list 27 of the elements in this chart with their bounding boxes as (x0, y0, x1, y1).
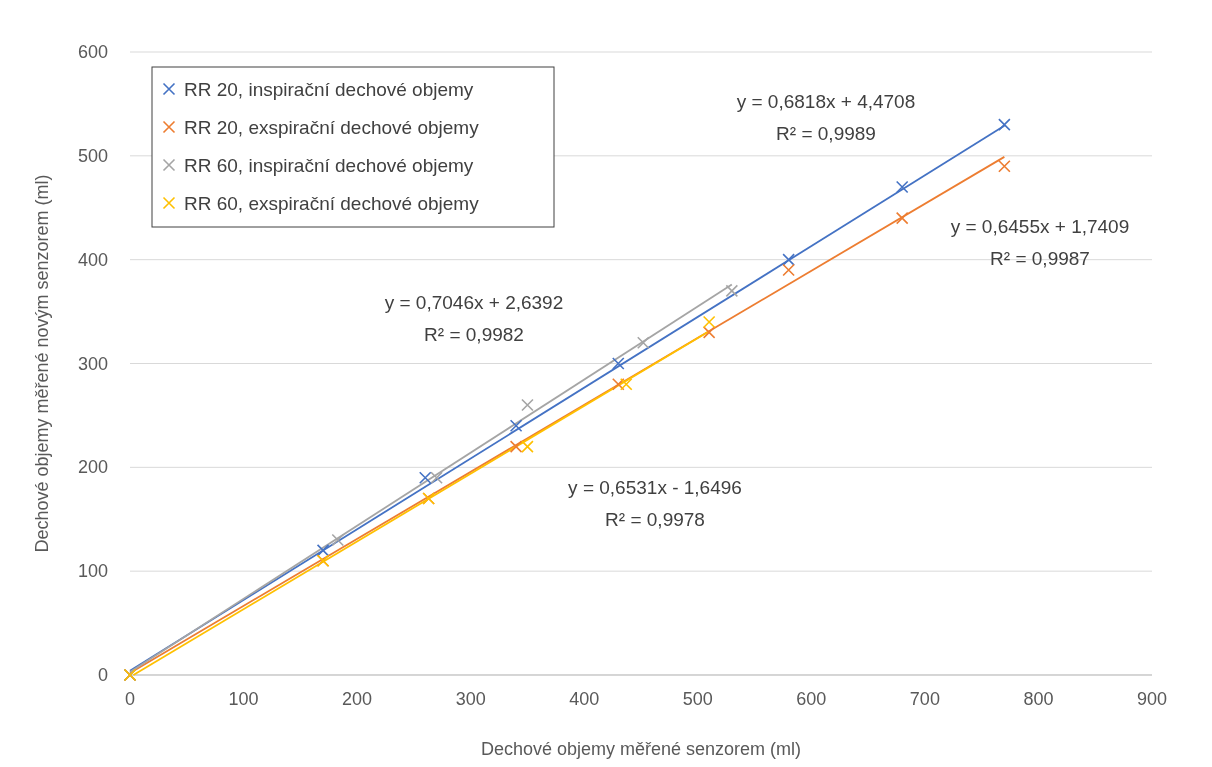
annotation: y = 0,7046x + 2,6392 R² = 0,9982 (384, 292, 564, 345)
x-tick-label: 0 (124, 689, 136, 709)
y-tick-label: 100 (77, 561, 108, 582)
legend-label: RR 20, inspirační dechové objemy (184, 79, 474, 100)
x-tick-label: 100 (228, 689, 259, 709)
y-tick-label: 200 (77, 457, 108, 478)
legend-label: RR 60, exspirační dechové objemy (184, 193, 480, 214)
annotation: y = 0,6818x + 4,4708 R² = 0,9989 (736, 91, 916, 144)
legend-label: RR 60, inspirační dechové objemy (184, 155, 474, 176)
x-axis-title: Dechové objemy měřené senzorem (ml) (480, 739, 802, 759)
x-tick-label: 500 (682, 689, 713, 709)
y-tick-label: 500 (77, 145, 108, 166)
annotation: y = 0,6531x - 1,6496 R² = 0,9978 (568, 477, 742, 530)
x-tick-label: 700 (909, 689, 940, 709)
x-tick-label: 400 (569, 689, 600, 709)
y-tick-label: 400 (77, 249, 108, 270)
x-tick-label: 300 (455, 689, 486, 709)
y-tick-label: 600 (77, 42, 108, 62)
y-tick-label: 0 (97, 665, 108, 685)
legend-label: RR 20, exspirační dechové objemy (184, 117, 480, 138)
x-tick-label: 600 (796, 689, 827, 709)
x-tick-label: 200 (342, 689, 373, 709)
x-tick-label: 900 (1136, 689, 1168, 709)
annotation: y = 0,6455x + 1,7409 R² = 0,9987 (950, 216, 1130, 269)
x-tick-label: 800 (1023, 689, 1054, 709)
y-axis-title: Dechové objemy měřené novým senzorem (ml) (32, 174, 52, 553)
y-tick-label: 300 (77, 353, 108, 374)
